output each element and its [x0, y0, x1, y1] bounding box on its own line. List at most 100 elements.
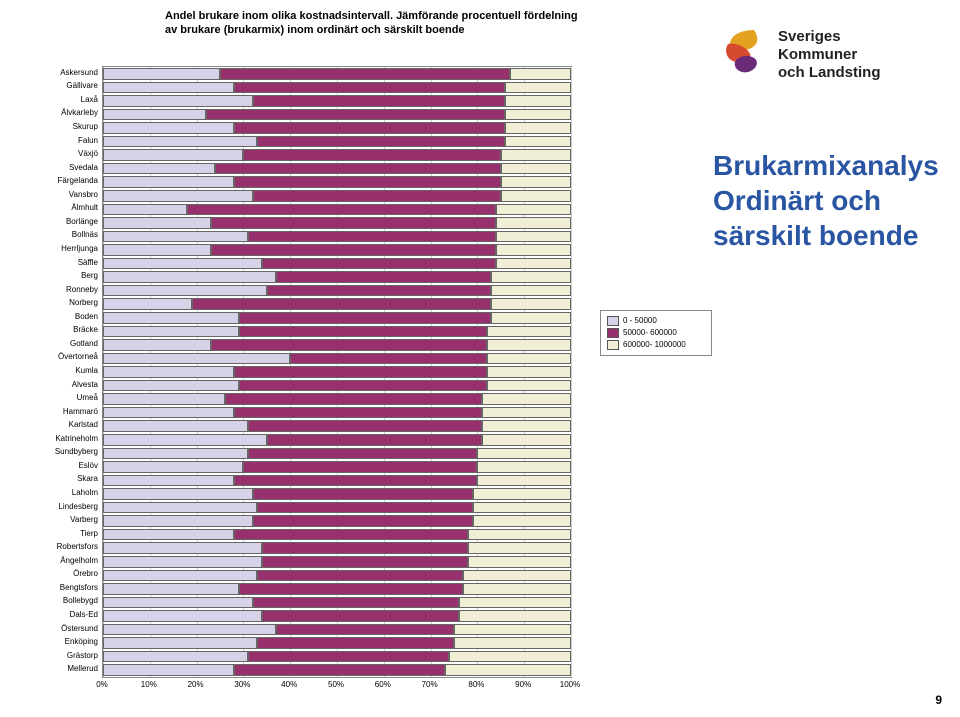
bar-row [103, 94, 571, 108]
bar-segment [510, 68, 571, 80]
x-label: 80% [468, 680, 484, 689]
bar-row [103, 447, 571, 461]
y-axis-labels: AskersundGällivareLaxåÄlvkarlebySkurupFa… [0, 66, 98, 676]
y-label: Laholm [0, 487, 98, 499]
y-label: Varberg [0, 514, 98, 526]
y-label: Askersund [0, 67, 98, 79]
brand-line-3: och Landsting [778, 64, 938, 82]
bar-row [103, 352, 571, 366]
bars-layer [103, 67, 571, 677]
bar-segment [234, 664, 445, 676]
bar-segment [103, 258, 262, 270]
bar-segment [248, 231, 496, 243]
bar-row [103, 379, 571, 393]
bar-segment [103, 95, 253, 107]
bar-segment [239, 312, 492, 324]
bar-segment [501, 149, 571, 161]
bar-row [103, 270, 571, 284]
bar-segment [103, 176, 234, 188]
bar-row [103, 623, 571, 637]
bar-segment [103, 271, 276, 283]
y-label: Eslöv [0, 460, 98, 472]
bar-segment [290, 353, 487, 365]
bar-row [103, 569, 571, 583]
bar-row [103, 460, 571, 474]
bar-segment [103, 637, 257, 649]
y-label: Skurup [0, 121, 98, 133]
bar-segment [103, 475, 234, 487]
bar-segment [473, 502, 571, 514]
y-label: Lindesberg [0, 501, 98, 513]
x-label: 10% [141, 680, 157, 689]
bar-segment [211, 244, 496, 256]
bar-segment [477, 448, 571, 460]
bar-row [103, 365, 571, 379]
bar-segment [103, 502, 257, 514]
y-label: Övertorneå [0, 351, 98, 363]
bar-segment [103, 109, 206, 121]
bar-segment [468, 542, 571, 554]
y-label: Älvkarleby [0, 107, 98, 119]
legend-swatch-icon [607, 340, 619, 350]
bar-segment [463, 570, 571, 582]
bar-row [103, 243, 571, 257]
bar-segment [468, 529, 571, 541]
legend-swatch-icon [607, 316, 619, 326]
bar-segment [253, 95, 506, 107]
bar-segment [103, 231, 248, 243]
bar-segment [103, 366, 234, 378]
bar-row [103, 121, 571, 135]
bar-segment [496, 217, 571, 229]
bar-segment [103, 461, 243, 473]
bar-segment [103, 136, 257, 148]
bar-segment [103, 515, 253, 527]
bar-segment [276, 624, 454, 636]
bar-segment [496, 231, 571, 243]
bar-row [103, 528, 571, 542]
chart: Andel brukare inom olika kostnadsinterva… [0, 0, 640, 717]
bar-segment [234, 407, 482, 419]
bar-segment [487, 339, 571, 351]
bar-row [103, 474, 571, 488]
x-label: 90% [515, 680, 531, 689]
bar-segment [468, 556, 571, 568]
page-number: 9 [935, 693, 942, 707]
bar-segment [103, 448, 248, 460]
bar-segment [187, 204, 496, 216]
y-label: Enköping [0, 636, 98, 648]
legend-item: 50000- 600000 [607, 327, 705, 339]
bar-row [103, 555, 571, 569]
bar-segment [482, 420, 571, 432]
bar-row [103, 609, 571, 623]
y-label: Älmhult [0, 202, 98, 214]
bar-segment [103, 488, 253, 500]
bar-segment [103, 434, 267, 446]
bar-segment [491, 271, 571, 283]
bar-row [103, 406, 571, 420]
bar-row [103, 392, 571, 406]
y-label: Säffle [0, 257, 98, 269]
x-label: 30% [234, 680, 250, 689]
bar-segment [225, 393, 482, 405]
y-label: Örebro [0, 568, 98, 580]
y-label: Vansbro [0, 189, 98, 201]
legend-label: 0 - 50000 [623, 315, 657, 327]
bar-segment [445, 664, 571, 676]
bar-segment [459, 610, 571, 622]
y-label: Falun [0, 135, 98, 147]
bar-segment [103, 82, 234, 94]
bar-segment [103, 217, 211, 229]
bar-segment [491, 298, 571, 310]
y-label: Svedala [0, 162, 98, 174]
bar-segment [234, 475, 477, 487]
y-label: Bollnäs [0, 229, 98, 241]
y-label: Mellerud [0, 663, 98, 675]
bar-segment [103, 610, 262, 622]
bar-segment [501, 176, 571, 188]
bar-row [103, 501, 571, 515]
y-label: Gällivare [0, 80, 98, 92]
bar-segment [473, 515, 571, 527]
bar-row [103, 433, 571, 447]
bar-segment [496, 258, 571, 270]
bar-segment [103, 583, 239, 595]
